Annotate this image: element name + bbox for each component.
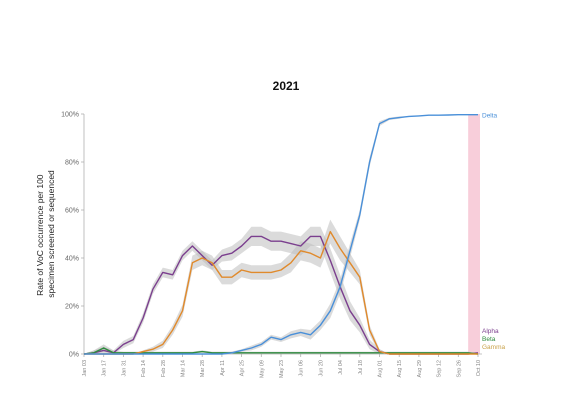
x-tick-label: Jun 20	[318, 360, 324, 377]
x-tick-label: May 09	[259, 360, 265, 378]
x-tick-label: Oct 10	[476, 360, 482, 376]
line-alpha	[84, 236, 478, 354]
x-tick-label: Mar 14	[181, 360, 187, 377]
x-tick-label: Jun 06	[299, 360, 305, 377]
series-label-gamma: Gamma	[482, 344, 506, 351]
series-label-beta: Beta	[482, 336, 496, 343]
y-tick-label: 0%	[69, 352, 79, 359]
x-tick-label: Feb 14	[141, 360, 147, 377]
x-tick-label: Mar 28	[200, 360, 206, 377]
y-tick-label: 100%	[61, 112, 79, 119]
y-tick-label: 20%	[65, 304, 79, 311]
x-tick-label: Jan 31	[121, 360, 127, 377]
x-tick-label: Jan 17	[102, 360, 108, 377]
x-tick-label: Feb 28	[161, 360, 167, 377]
y-tick-label: 40%	[65, 256, 79, 263]
x-tick-label: Aug 15	[397, 360, 403, 377]
band-alpha	[84, 227, 478, 354]
x-tick-label: Apr 11	[220, 360, 226, 376]
x-tick-label: Jul 04	[338, 360, 344, 375]
x-tick-label: May 23	[279, 360, 285, 378]
x-tick-label: Aug 01	[378, 360, 384, 377]
x-tick-label: Jul 18	[358, 360, 364, 375]
y-tick-label: 60%	[65, 208, 79, 215]
x-tick-label: Sep 26	[456, 360, 462, 377]
plot-area: 0% 20% 40% 60% 80% 100% Jan 03 Jan 17 Jan 31 Feb …	[61, 112, 505, 379]
series-label-delta: Delta	[482, 113, 498, 120]
y-tick-label: 80%	[65, 160, 79, 167]
chart-title: 2021	[273, 79, 300, 93]
x-tick-label: Jan 03	[82, 360, 88, 377]
series-label-alpha: Alpha	[482, 328, 499, 335]
y-axis-label: Rate of VoC occurrence per 100 specimen …	[35, 170, 56, 298]
highlight-band	[468, 114, 480, 354]
x-tick-label: Aug 29	[417, 360, 423, 377]
x-tick-label: Apr 25	[240, 360, 246, 376]
y-axis-label-line-1: Rate of VoC occurrence per 100	[35, 174, 45, 296]
x-tick-label: Sep 12	[437, 360, 443, 377]
y-axis-label-line-2: specimen screened or sequenced	[46, 170, 56, 298]
